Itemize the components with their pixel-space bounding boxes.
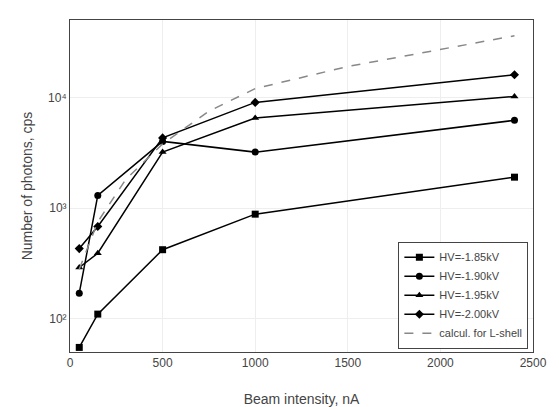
svg-text:10²: 10² <box>49 312 66 326</box>
svg-text:HV=-1.90kV: HV=-1.90kV <box>439 270 499 282</box>
svg-text:1000: 1000 <box>242 356 269 370</box>
svg-text:2000: 2000 <box>427 356 454 370</box>
svg-text:1500: 1500 <box>334 356 361 370</box>
svg-text:2500: 2500 <box>520 356 547 370</box>
svg-text:HV=-1.95kV: HV=-1.95kV <box>439 289 499 301</box>
svg-text:HV=-2.00kV: HV=-2.00kV <box>439 308 499 320</box>
svg-text:10³: 10³ <box>49 201 66 215</box>
svg-text:10⁴: 10⁴ <box>48 91 67 105</box>
svg-text:calcul. for L-shell: calcul. for L-shell <box>439 327 522 339</box>
svg-text:0: 0 <box>67 356 74 370</box>
svg-text:500: 500 <box>153 356 173 370</box>
svg-text:Number of photons, cps: Number of photons, cps <box>19 112 35 261</box>
svg-text:HV=-1.85kV: HV=-1.85kV <box>439 251 499 263</box>
svg-text:Beam intensity, nA: Beam intensity, nA <box>244 391 360 407</box>
